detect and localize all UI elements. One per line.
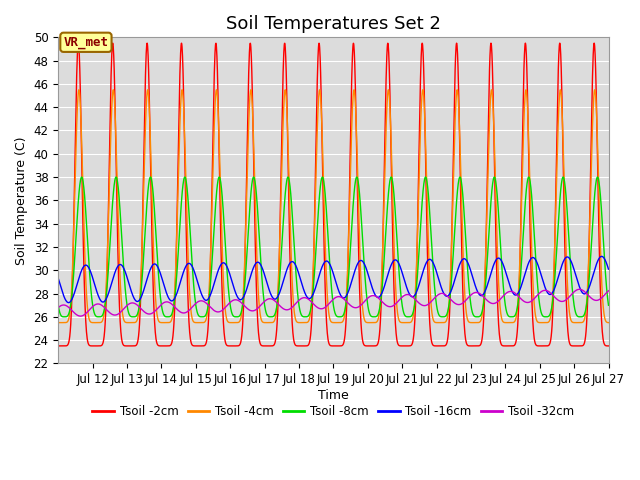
X-axis label: Time: Time	[318, 389, 349, 402]
Tsoil -16cm	[598, 253, 605, 259]
Tsoil -32cm	[228, 298, 236, 304]
Tsoil -8cm	[54, 302, 62, 308]
Tsoil -2cm	[499, 343, 507, 348]
Tsoil -32cm	[575, 287, 583, 292]
Tsoil -8cm	[605, 302, 612, 308]
Line: Tsoil -16cm: Tsoil -16cm	[58, 256, 609, 303]
Tsoil -2cm	[57, 343, 65, 349]
Line: Tsoil -32cm: Tsoil -32cm	[58, 289, 609, 316]
Tsoil -2cm	[228, 343, 236, 349]
Tsoil -4cm	[109, 87, 117, 93]
Tsoil -4cm	[58, 320, 65, 325]
Tsoil -32cm	[367, 293, 374, 299]
Tsoil -4cm	[605, 320, 612, 325]
Tsoil -16cm	[228, 279, 236, 285]
Tsoil -8cm	[577, 314, 584, 320]
Tsoil -16cm	[597, 254, 605, 260]
Tsoil -8cm	[228, 311, 236, 316]
Tsoil -8cm	[597, 202, 605, 207]
Tsoil -4cm	[597, 264, 605, 270]
Tsoil -16cm	[109, 274, 117, 280]
Tsoil -4cm	[531, 304, 538, 310]
Y-axis label: Soil Temperature (C): Soil Temperature (C)	[15, 136, 28, 264]
Tsoil -16cm	[531, 255, 538, 261]
Tsoil -16cm	[499, 262, 507, 267]
Tsoil -16cm	[605, 266, 612, 272]
Tsoil -8cm	[367, 312, 374, 318]
Tsoil -8cm	[559, 174, 567, 180]
Tsoil -32cm	[109, 312, 117, 318]
Tsoil -4cm	[54, 320, 62, 325]
Tsoil -32cm	[54, 305, 62, 311]
Line: Tsoil -2cm: Tsoil -2cm	[58, 43, 609, 346]
Tsoil -32cm	[77, 313, 84, 319]
Text: VR_met: VR_met	[63, 36, 108, 49]
Tsoil -2cm	[605, 343, 612, 349]
Line: Tsoil -8cm: Tsoil -8cm	[58, 177, 609, 317]
Tsoil -16cm	[65, 300, 72, 306]
Legend: Tsoil -2cm, Tsoil -4cm, Tsoil -8cm, Tsoil -16cm, Tsoil -32cm: Tsoil -2cm, Tsoil -4cm, Tsoil -8cm, Tsoi…	[88, 400, 579, 423]
Tsoil -8cm	[530, 227, 538, 233]
Tsoil -8cm	[109, 192, 117, 198]
Tsoil -2cm	[531, 336, 538, 341]
Tsoil -2cm	[109, 48, 117, 53]
Tsoil -2cm	[590, 40, 598, 46]
Tsoil -16cm	[367, 279, 374, 285]
Tsoil -2cm	[367, 343, 374, 349]
Tsoil -32cm	[499, 293, 507, 299]
Title: Soil Temperatures Set 2: Soil Temperatures Set 2	[226, 15, 441, 33]
Tsoil -16cm	[54, 276, 62, 281]
Tsoil -4cm	[500, 319, 508, 325]
Tsoil -4cm	[282, 87, 289, 93]
Tsoil -8cm	[499, 279, 507, 285]
Tsoil -32cm	[605, 288, 612, 294]
Line: Tsoil -4cm: Tsoil -4cm	[58, 90, 609, 323]
Tsoil -2cm	[54, 343, 62, 349]
Tsoil -32cm	[597, 295, 605, 301]
Tsoil -4cm	[228, 320, 236, 325]
Tsoil -32cm	[531, 296, 538, 301]
Tsoil -2cm	[597, 308, 605, 314]
Tsoil -4cm	[367, 320, 374, 325]
